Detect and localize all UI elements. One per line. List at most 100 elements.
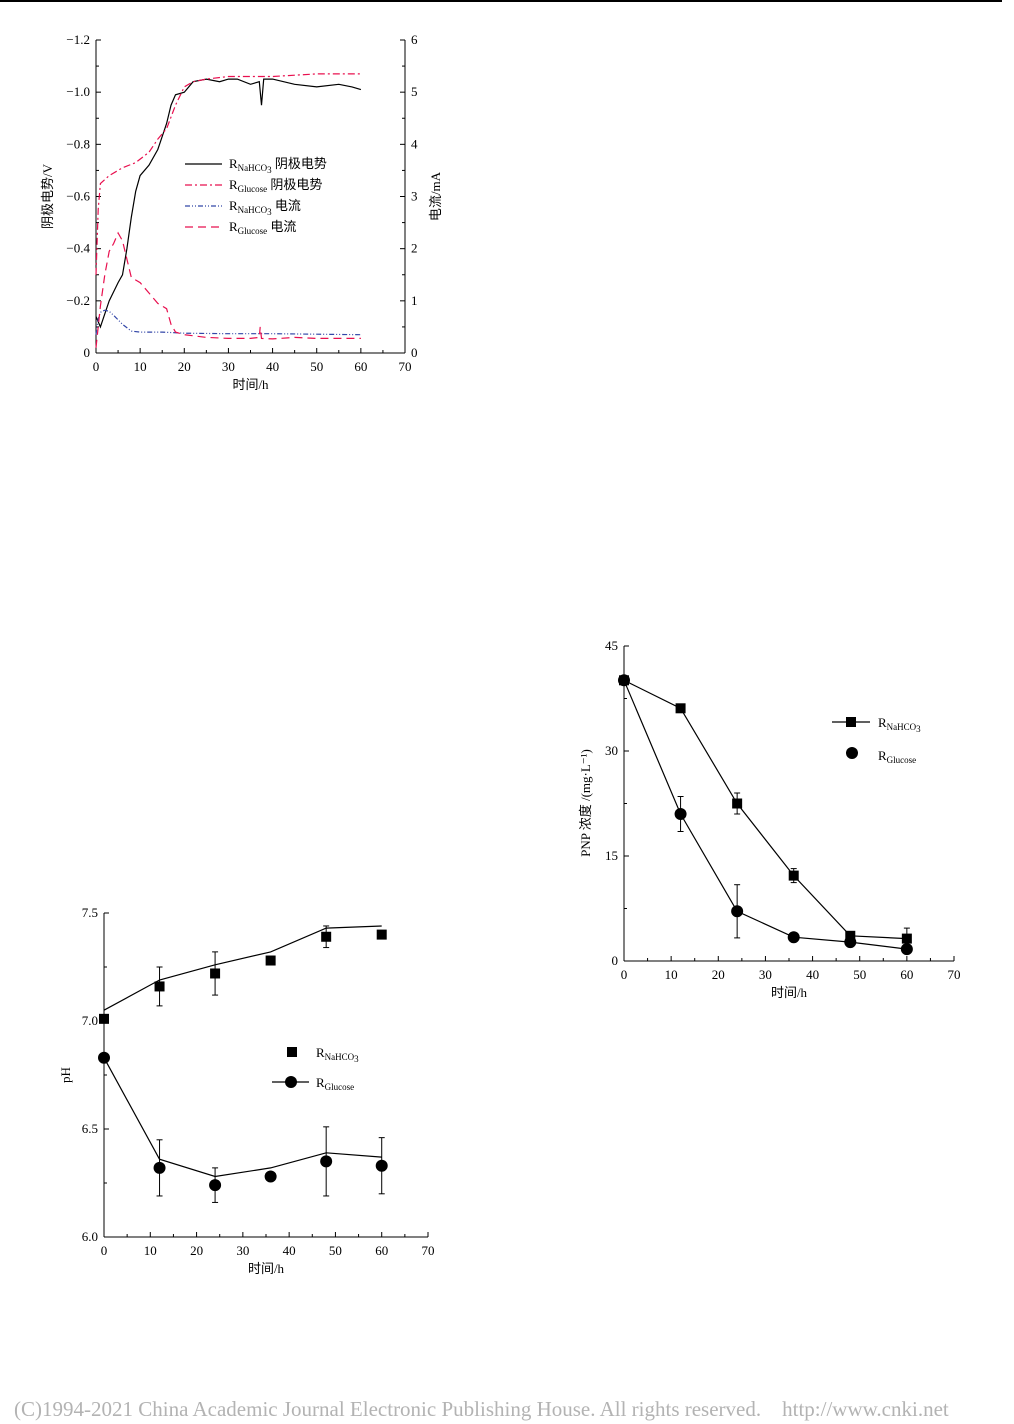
data-point-circle xyxy=(618,674,630,687)
legend-label-1: RGlucose xyxy=(316,1075,354,1092)
legend-marker-circle xyxy=(285,1076,297,1088)
data-point-square xyxy=(265,955,276,966)
y-tick-label: 15 xyxy=(605,848,618,863)
data-point-square xyxy=(732,798,743,809)
data-point-square xyxy=(321,931,332,942)
legend-label-0: RNaHCO3 xyxy=(878,715,921,734)
x-tick-label: 20 xyxy=(712,967,725,982)
x-tick-label: 70 xyxy=(948,967,961,982)
y-axis-label: PNP 浓度 /(mg·L⁻¹) xyxy=(578,749,593,857)
x-tick-label: 10 xyxy=(665,967,678,982)
y-tick-label: 45 xyxy=(605,638,618,653)
right-y-tick-label: 4 xyxy=(411,136,418,151)
x-tick-label: 0 xyxy=(93,359,100,374)
x-tick-label: 60 xyxy=(900,967,913,982)
data-point-circle xyxy=(209,1179,222,1192)
data-point-circle xyxy=(674,808,687,820)
left-y-axis-label: 阴极电势/V xyxy=(40,163,55,229)
x-tick-label: 40 xyxy=(806,967,819,982)
right-y-axis-label: 电流/mA xyxy=(428,171,443,221)
x-tick-label: 50 xyxy=(310,359,323,374)
right-y-tick-label: 1 xyxy=(411,293,418,308)
x-tick-label: 50 xyxy=(329,1243,342,1258)
y-tick-label: 6.0 xyxy=(82,1229,98,1244)
x-tick-label: 0 xyxy=(101,1243,108,1258)
legend-label-1: RGlucose 阴极电势 xyxy=(229,177,322,194)
series-line-0 xyxy=(95,78,362,329)
data-point-square xyxy=(154,981,165,992)
data-point-square xyxy=(675,703,686,714)
data-point-square xyxy=(376,929,387,940)
right-y-tick-label: 5 xyxy=(411,84,418,99)
series-line-1 xyxy=(95,73,361,275)
data-point-circle xyxy=(98,1051,110,1064)
x-tick-label: 20 xyxy=(190,1243,203,1258)
data-point-circle xyxy=(375,1159,388,1172)
legend-label-1: RGlucose xyxy=(878,748,916,765)
y-tick-label: 0 xyxy=(612,953,619,968)
legend-label-3: RGlucose 电流 xyxy=(229,219,296,236)
data-point-square xyxy=(901,933,912,944)
legend-marker-square xyxy=(287,1047,297,1057)
x-tick-label: 70 xyxy=(422,1243,435,1258)
x-tick-label: 10 xyxy=(134,359,147,374)
data-point-circle xyxy=(900,943,913,956)
data-point-circle xyxy=(320,1155,333,1168)
right-y-tick-label: 3 xyxy=(411,189,418,204)
fit-line-0 xyxy=(103,925,382,1011)
data-point-circle xyxy=(787,931,800,944)
legend-label-2: RNaHCO3 电流 xyxy=(229,198,301,217)
x-tick-label: 70 xyxy=(399,359,412,374)
y-tick-label: −0.8 xyxy=(66,136,90,151)
ph-chart: 0 10 20 30 40 50 60 70 时间/h 6.0 6.5 7.0 7.5 pH RNaHCO3… xyxy=(58,905,435,1276)
x-tick-label: 10 xyxy=(144,1243,157,1258)
footer-url: http://www.cnki.net xyxy=(782,1397,949,1421)
y-axis-label: pH xyxy=(58,1067,73,1083)
y-tick-label: −0.6 xyxy=(66,189,90,204)
y-tick-label: −0.2 xyxy=(66,293,90,308)
x-tick-label: 30 xyxy=(759,967,772,982)
x-tick-label: 60 xyxy=(354,359,367,374)
x-tick-label: 40 xyxy=(266,359,279,374)
data-point-circle xyxy=(844,936,857,949)
data-point-square xyxy=(99,1013,109,1024)
y-tick-label: 7.0 xyxy=(82,1013,98,1028)
x-tick-label: 0 xyxy=(621,967,628,982)
potential-current-chart: 0 10 20 30 40 50 60 70时间/h0−0.2−0.4−0.6−0.8−1.0… xyxy=(40,32,443,392)
x-axis-label: 时间/h xyxy=(232,377,269,392)
y-tick-label: 30 xyxy=(605,743,618,758)
x-tick-label: 60 xyxy=(375,1243,388,1258)
y-tick-label: 6.5 xyxy=(82,1121,98,1136)
copyright-text: (C)1994-2021 China Academic Journal Elec… xyxy=(14,1397,762,1421)
fit-line-1 xyxy=(103,1057,382,1178)
legend-marker-circle xyxy=(846,747,858,759)
top-rule xyxy=(0,0,1002,2)
data-point-circle xyxy=(264,1170,277,1183)
y-tick-label: −1.2 xyxy=(66,32,90,47)
data-point-circle xyxy=(153,1161,166,1174)
x-tick-label: 50 xyxy=(853,967,866,982)
y-tick-label: 0 xyxy=(84,345,91,360)
right-y-tick-label: 0 xyxy=(411,345,418,360)
x-tick-label: 30 xyxy=(236,1243,249,1258)
series-line-3 xyxy=(95,231,361,348)
x-axis-label: 时间/h xyxy=(771,985,808,1000)
y-tick-label: 7.5 xyxy=(82,905,98,920)
y-tick-label: −1.0 xyxy=(66,84,90,99)
legend-marker-square xyxy=(846,717,856,727)
copyright-footer: (C)1994-2021 China Academic Journal Elec… xyxy=(14,1397,1014,1422)
data-point-square xyxy=(845,930,856,941)
series-line-0 xyxy=(623,679,907,940)
y-tick-label: −0.4 xyxy=(66,241,90,256)
right-y-tick-label: 2 xyxy=(411,241,418,256)
right-y-tick-label: 6 xyxy=(411,32,418,47)
series-line-1 xyxy=(623,680,907,950)
legend-label-0: RNaHCO3 阴极电势 xyxy=(229,156,327,175)
legend-label-0: RNaHCO3 xyxy=(316,1045,359,1064)
data-point-square xyxy=(788,870,799,881)
data-point-square xyxy=(210,968,221,979)
x-tick-label: 20 xyxy=(178,359,191,374)
series-line-2 xyxy=(95,309,361,336)
pnp-concentration-chart: 0 10 20 30 40 50 60 70 时间/h 0 15 30 45 PNP 浓度 /(mg·L⁻… xyxy=(578,638,961,1000)
